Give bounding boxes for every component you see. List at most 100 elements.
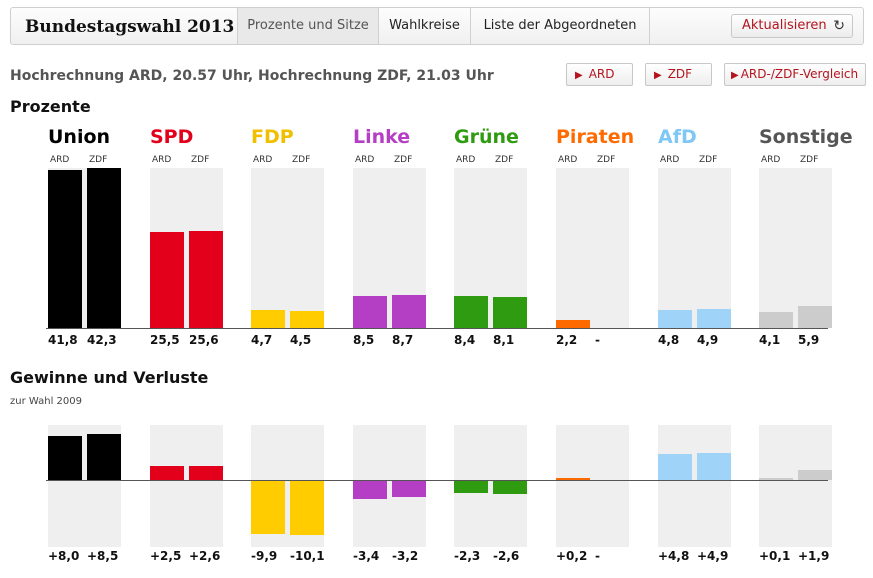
top-bar: Bundestagswahl 2013 Prozente und Sitze W…	[10, 7, 864, 45]
section-change-note: zur Wahl 2009	[10, 396, 82, 407]
percent-bar	[353, 296, 387, 328]
percent-value: 4,8	[658, 333, 680, 347]
percent-value: 5,9	[798, 333, 820, 347]
percent-bar	[290, 311, 324, 328]
percent-value: 8,5	[353, 333, 375, 347]
change-value: -2,6	[493, 549, 520, 563]
change-value: +4,8	[658, 549, 690, 563]
percent-bar	[454, 296, 488, 328]
source-label-ard: ARD	[456, 155, 476, 165]
change-bar	[48, 436, 82, 480]
change-bar	[493, 480, 527, 494]
refresh-label: Aktualisieren	[742, 18, 827, 33]
party-name-spd: SPD	[150, 126, 194, 148]
party-name-union: Union	[48, 126, 111, 148]
percent-track	[556, 168, 629, 328]
percent-value: 4,9	[697, 333, 719, 347]
tab-wahlkreise[interactable]: Wahlkreise	[378, 8, 470, 44]
percent-bar	[759, 312, 793, 328]
refresh-icon: ↻	[833, 18, 845, 34]
percent-value: 8,7	[392, 333, 414, 347]
change-value: +8,0	[48, 549, 80, 563]
change-bar	[759, 478, 793, 480]
change-bar	[353, 480, 387, 499]
change-value: -	[595, 549, 600, 563]
source-label-ard: ARD	[355, 155, 375, 165]
percent-track	[251, 168, 324, 328]
source-label-ard: ARD	[761, 155, 781, 165]
play-icon: ▶	[575, 70, 583, 81]
percent-value: 41,8	[48, 333, 78, 347]
play-icon: ▶	[654, 70, 662, 81]
zdf-button-label: ZDF	[667, 67, 693, 81]
tab-liste-der-abgeordneten[interactable]: Liste der Abgeordneten	[470, 8, 650, 44]
change-bar	[658, 454, 692, 480]
percent-value: 4,5	[290, 333, 312, 347]
party-name-gruene: Grüne	[454, 126, 519, 148]
source-label-ard: ARD	[50, 155, 70, 165]
percent-bar	[697, 309, 731, 328]
party-name-piraten: Piraten	[556, 126, 635, 148]
change-bar	[392, 480, 426, 497]
percent-bar	[87, 168, 121, 328]
percent-value: 4,7	[251, 333, 273, 347]
change-bar	[87, 434, 121, 480]
zdf-button[interactable]: ▶ ZDF	[645, 63, 712, 86]
percent-value: 4,1	[759, 333, 781, 347]
source-label-zdf: ZDF	[800, 155, 819, 165]
source-label-zdf: ZDF	[394, 155, 413, 165]
change-value: +4,9	[697, 549, 729, 563]
change-bar	[556, 478, 590, 480]
section-title-change: Gewinne und Verluste	[10, 368, 209, 387]
compare-button[interactable]: ▶ ARD-/ZDF-Vergleich	[724, 63, 866, 86]
percent-bar	[556, 320, 590, 328]
change-bar	[454, 480, 488, 493]
source-label-ard: ARD	[253, 155, 273, 165]
percent-bar	[798, 306, 832, 328]
percent-bar	[392, 295, 426, 328]
source-label-zdf: ZDF	[495, 155, 514, 165]
source-label-zdf: ZDF	[597, 155, 616, 165]
source-label-zdf: ZDF	[699, 155, 718, 165]
section-title-percent: Prozente	[10, 97, 91, 116]
source-label-zdf: ZDF	[292, 155, 311, 165]
party-name-linke: Linke	[353, 126, 411, 148]
change-track	[658, 425, 731, 547]
change-value: -3,4	[353, 549, 380, 563]
forecast-subtitle: Hochrechnung ARD, 20.57 Uhr, Hochrechnun…	[10, 68, 494, 84]
percent-bar	[658, 310, 692, 328]
source-label-ard: ARD	[152, 155, 172, 165]
percent-value: 25,6	[189, 333, 219, 347]
percent-bar	[189, 231, 223, 328]
percent-value: 8,4	[454, 333, 476, 347]
change-track	[556, 425, 629, 547]
refresh-button[interactable]: Aktualisieren ↻	[731, 14, 853, 38]
change-value: -10,1	[290, 549, 325, 563]
change-value: +0,2	[556, 549, 588, 563]
change-bar	[251, 480, 285, 534]
compare-button-label: ARD-/ZDF-Vergleich	[740, 67, 859, 81]
party-name-fdp: FDP	[251, 126, 294, 148]
percent-value: 2,2	[556, 333, 578, 347]
percent-track	[759, 168, 832, 328]
change-bar	[798, 470, 832, 480]
percent-bar	[251, 310, 285, 328]
change-track	[759, 425, 832, 547]
source-label-zdf: ZDF	[191, 155, 210, 165]
ard-button[interactable]: ▶ ARD	[566, 63, 633, 86]
change-value: +8,5	[87, 549, 119, 563]
change-zero-line	[46, 480, 828, 481]
play-icon: ▶	[731, 70, 739, 81]
tab-prozente-und-sitze[interactable]: Prozente und Sitze	[237, 8, 378, 44]
app-title: Bundestagswahl 2013	[25, 17, 235, 37]
party-name-sonstige: Sonstige	[759, 126, 853, 148]
percent-value: -	[595, 333, 600, 347]
ard-button-label: ARD	[588, 67, 615, 81]
source-label-ard: ARD	[660, 155, 680, 165]
change-bar	[290, 480, 324, 535]
change-bar	[697, 453, 731, 480]
percent-bar	[150, 232, 184, 328]
change-value: -2,3	[454, 549, 481, 563]
change-value: +0,1	[759, 549, 791, 563]
change-track	[150, 425, 223, 547]
